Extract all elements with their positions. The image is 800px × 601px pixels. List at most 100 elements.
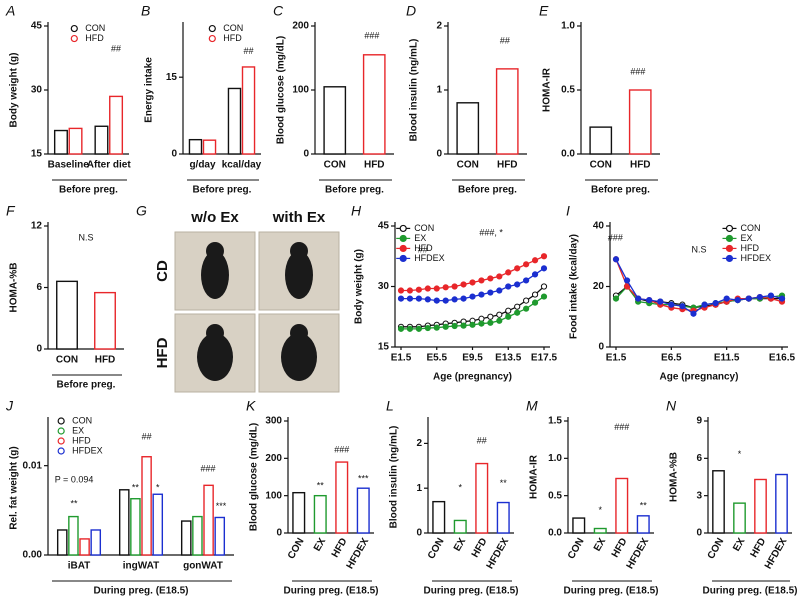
x-tick-label: HFD: [95, 355, 116, 366]
x-axis-label: Age (pregnancy): [660, 372, 739, 383]
y-tick-label: 40: [593, 221, 605, 232]
y-tick-label: 30: [378, 281, 390, 292]
point: [635, 295, 642, 302]
legend-marker: [725, 244, 734, 253]
y-axis-label: HOMA-%B: [9, 263, 20, 313]
panel-letter: G: [136, 203, 147, 219]
point: [657, 298, 664, 305]
legend-label: HFDEX: [72, 445, 103, 455]
x-axis-label: Before preg.: [458, 185, 517, 196]
bar: [495, 68, 519, 155]
y-axis-label: HOMA-%B: [669, 452, 680, 502]
annotation: ##: [418, 245, 428, 255]
y-axis-label: Blood insulin (ng/mL): [389, 426, 400, 529]
point: [415, 325, 422, 332]
annotation: ###: [608, 232, 623, 242]
bar: [754, 478, 767, 534]
point: [496, 311, 503, 318]
y-tick-label: 0: [303, 149, 309, 160]
y-tick-label: 300: [265, 416, 282, 427]
bar: [335, 461, 349, 534]
legend-marker: [399, 224, 407, 233]
annotation: ###: [364, 31, 379, 41]
bar: [628, 89, 652, 155]
series-line: [615, 285, 783, 309]
bar: [241, 66, 256, 155]
x-axis-label: Before preg.: [193, 185, 252, 196]
legend-marker: [399, 244, 407, 253]
panel-letter: H: [351, 203, 362, 219]
x-tick-label: iBAT: [68, 561, 91, 572]
legend-label: CON: [740, 223, 760, 233]
y-tick-label: 1.0: [548, 453, 562, 464]
bar: [636, 515, 650, 534]
annotation: N.S: [691, 245, 706, 255]
bar: [323, 86, 347, 155]
y-tick-label: 12: [31, 221, 43, 232]
y-tick-label: 1.0: [561, 21, 575, 32]
legend-label: HFDEX: [740, 253, 771, 263]
point: [531, 291, 539, 298]
bar: [572, 517, 586, 534]
row-label: HFD: [154, 337, 171, 368]
point: [514, 303, 521, 310]
legend-marker: [725, 224, 734, 233]
x-axis-label: During preg. (E18.5): [423, 586, 518, 597]
legend-label: CON: [414, 223, 434, 233]
mouse: [281, 333, 317, 381]
x-tick-label: CON: [590, 160, 612, 171]
x-axis-label: During preg. (E18.5): [702, 586, 797, 597]
bar: [188, 138, 203, 155]
panel-letter: D: [406, 3, 416, 19]
point: [433, 324, 440, 331]
y-tick-label: 6: [696, 453, 702, 464]
bar: [203, 484, 214, 556]
x-tick-label: kcal/day: [222, 160, 262, 171]
panel-letter: C: [273, 3, 284, 19]
point: [505, 283, 512, 290]
x-tick-label: Baseline: [48, 160, 90, 171]
x-axis-label: During preg. (E18.5): [283, 586, 378, 597]
series-line: [615, 258, 783, 315]
legend-marker: [57, 437, 65, 445]
x-axis-label: Before preg.: [57, 380, 116, 391]
point: [514, 309, 521, 316]
x-tick-label: E17.5: [531, 353, 558, 364]
legend-label: CON: [223, 23, 243, 33]
point: [778, 295, 786, 302]
y-tick-label: 3: [696, 490, 702, 501]
point: [496, 317, 503, 324]
point: [523, 277, 530, 284]
x-tick-label: E5.5: [426, 353, 447, 364]
legend-marker: [70, 24, 78, 33]
bar: [456, 102, 480, 155]
annotation: ###, *: [479, 228, 503, 238]
x-tick-label: CON: [324, 160, 346, 171]
y-tick-label: 0: [436, 149, 442, 160]
column-label: with Ex: [272, 209, 326, 226]
legend-label: EX: [414, 233, 426, 243]
x-axis-label: Before preg.: [325, 185, 384, 196]
point: [505, 313, 512, 320]
mouse: [285, 251, 313, 299]
point: [451, 296, 458, 303]
annotation: ##: [500, 36, 510, 46]
bar: [68, 127, 83, 155]
annotation: *: [458, 483, 462, 493]
panel-letter: M: [526, 398, 538, 414]
bar: [227, 87, 242, 155]
panel-letter: N: [666, 398, 677, 414]
point: [767, 292, 775, 299]
bar: [593, 527, 607, 534]
y-tick-label: 6: [36, 282, 42, 293]
point: [612, 256, 620, 263]
x-tick-label: CON: [56, 355, 78, 366]
bar: [94, 291, 116, 350]
bar: [202, 139, 217, 155]
annotation: *: [598, 505, 602, 515]
annotation: **: [71, 498, 79, 508]
x-tick-label: HFD: [610, 536, 630, 559]
x-tick-label: gonWAT: [183, 561, 223, 572]
y-tick-label: 45: [31, 21, 43, 32]
